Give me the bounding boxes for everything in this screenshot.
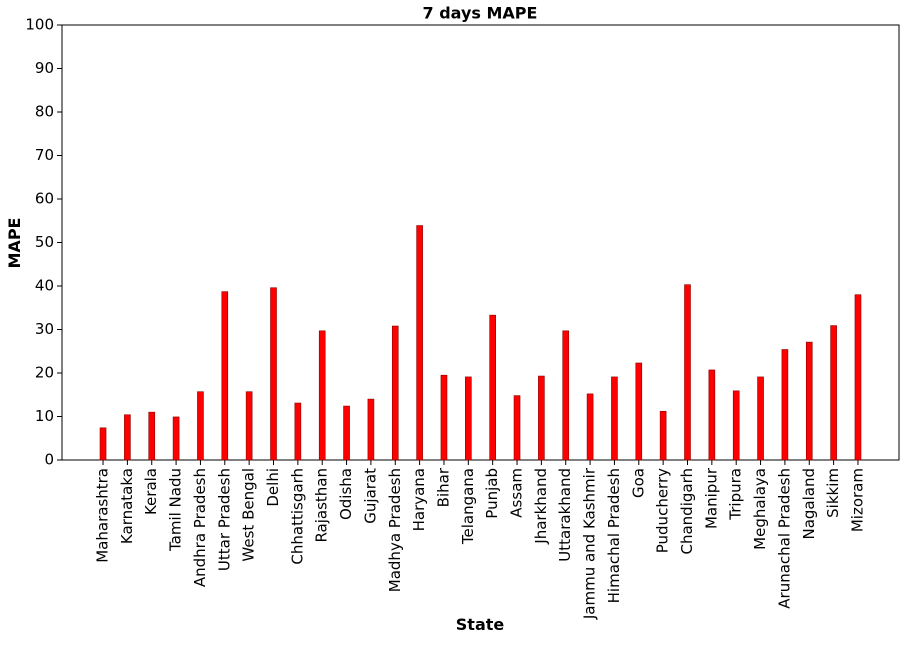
x-tick-label: Arunachal Pradesh	[775, 468, 793, 609]
x-tick-label: Kerala	[142, 468, 160, 515]
bar	[343, 405, 350, 461]
bar	[732, 390, 740, 461]
x-tick-label: Rajasthan	[313, 468, 331, 543]
x-tick-label: Karnataka	[118, 468, 136, 544]
bar	[367, 398, 375, 461]
x-tick-label: Jammu and Kashmir	[581, 467, 599, 620]
x-tick-label: Puducherry	[654, 468, 672, 553]
x-tick-label: Sikkim	[824, 468, 842, 518]
x-axis-label: State	[456, 615, 505, 634]
y-tick-label: 40	[35, 277, 54, 295]
x-tick-label: Punjab	[483, 468, 501, 519]
x-tick-label: Maharashtra	[94, 468, 112, 563]
plot-frame	[61, 24, 900, 461]
y-tick-label: 20	[35, 364, 54, 382]
bar	[221, 291, 229, 461]
x-tick-label: Haryana	[410, 468, 428, 531]
bar	[757, 376, 764, 461]
bar	[586, 393, 594, 461]
x-tick-label: Assam	[508, 468, 526, 518]
bar	[659, 410, 667, 461]
bar	[805, 341, 813, 461]
bar	[854, 294, 862, 461]
bar	[684, 284, 691, 461]
x-tick-label: Delhi	[264, 468, 282, 507]
bar	[172, 416, 180, 461]
x-tick-label: Andhra Pradesh	[191, 468, 209, 587]
y-tick-label: 10	[35, 407, 54, 425]
bar	[318, 330, 326, 461]
bar	[124, 414, 131, 461]
bar	[489, 314, 496, 461]
x-tick-label: Gujarat	[361, 468, 379, 524]
x-tick-label: Uttarakhand	[556, 468, 574, 562]
x-tick-label: West Bengal	[240, 468, 258, 562]
x-tick-label: Nagaland	[800, 468, 818, 540]
bar	[270, 287, 277, 461]
bar	[99, 427, 107, 461]
x-tick-label: Odisha	[337, 468, 355, 520]
x-tick-label: Meghalaya	[751, 468, 769, 550]
bar	[391, 325, 399, 461]
bar	[562, 330, 570, 461]
bar	[708, 369, 716, 461]
bar	[245, 391, 253, 461]
y-axis-label: MAPE	[5, 218, 24, 269]
bar	[197, 391, 204, 461]
x-tick-label: Tripura	[727, 468, 745, 521]
bar	[416, 225, 423, 461]
x-tick-label: Bihar	[434, 467, 452, 507]
bar	[465, 376, 472, 461]
y-tick-label: 50	[35, 233, 54, 251]
y-tick-label: 100	[25, 16, 54, 34]
y-tick-label: 0	[44, 451, 54, 469]
y-tick-label: 30	[35, 320, 54, 338]
bar	[513, 395, 521, 461]
y-tick-label: 60	[35, 190, 54, 208]
y-tick-label: 70	[35, 146, 54, 164]
y-tick-label: 90	[35, 59, 54, 77]
y-tick-label: 80	[35, 103, 54, 121]
x-tick-label: Chandigarh	[678, 468, 696, 555]
x-tick-label: Jharkhand	[532, 468, 550, 545]
bar	[440, 374, 448, 461]
x-tick-label: Mizoram	[848, 468, 866, 532]
x-tick-label: Telangana	[459, 468, 477, 545]
bar	[538, 375, 545, 461]
x-tick-label: Tamil Nadu	[167, 468, 185, 552]
x-tick-label: Uttar Pradesh	[215, 468, 233, 571]
bar	[148, 411, 156, 461]
chart-title: 7 days MAPE	[423, 4, 538, 23]
x-tick-label: Manipur	[702, 467, 720, 529]
x-tick-label: Madhya Pradesh	[386, 468, 404, 592]
bar	[635, 362, 643, 461]
x-tick-label: Himachal Pradesh	[605, 468, 623, 603]
bar	[781, 349, 789, 461]
bar	[294, 402, 302, 461]
bar	[830, 325, 837, 461]
x-tick-label: Goa	[629, 468, 647, 498]
bar	[611, 376, 618, 461]
x-tick-label: Chhattisgarh	[288, 468, 306, 565]
